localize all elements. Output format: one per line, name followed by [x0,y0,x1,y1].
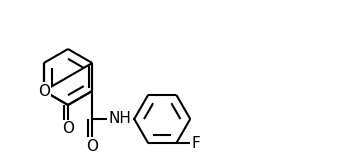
Text: O: O [62,121,74,136]
Text: NH: NH [109,111,132,126]
Text: O: O [38,83,50,99]
Text: F: F [192,136,200,151]
Text: O: O [86,139,98,154]
